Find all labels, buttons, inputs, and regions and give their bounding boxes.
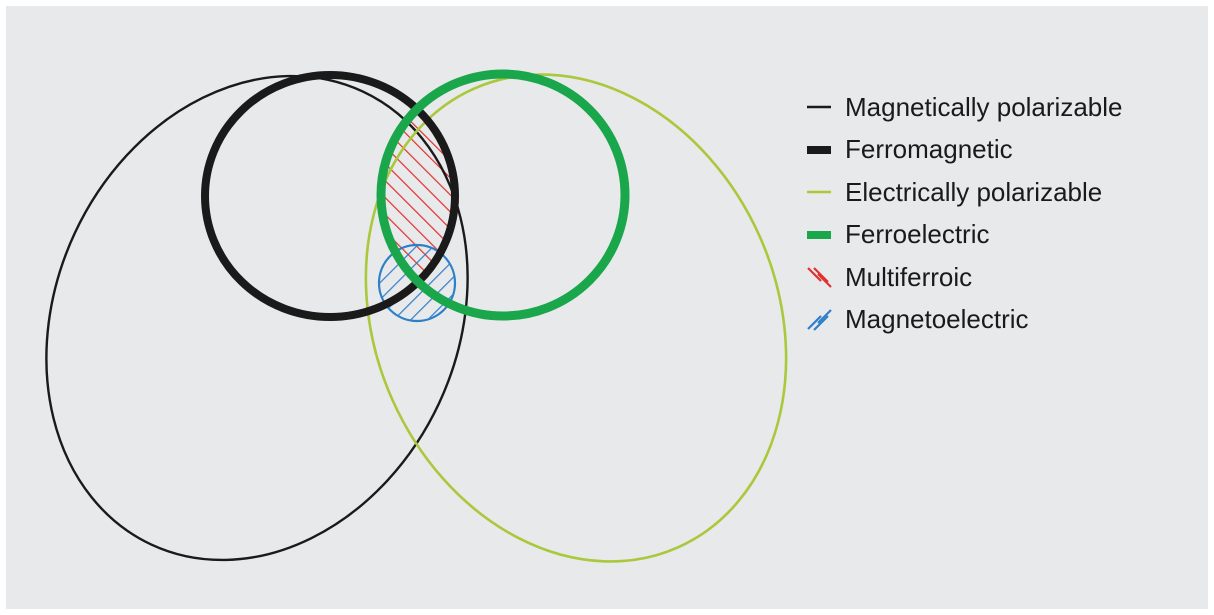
thick-line-icon: [804, 223, 834, 247]
legend-label: Multiferroic: [845, 261, 973, 292]
legend: Magnetically polarizable Ferromagnetic E…: [804, 86, 1204, 341]
thin-line-icon: [804, 95, 834, 119]
legend-label: Ferromagnetic: [845, 134, 1013, 165]
magnetically-polarizable-ellipse: [45, 74, 469, 562]
ferromagnetic-circle: [201, 71, 459, 321]
backslash-hatch-icon: [804, 265, 834, 289]
legend-item-multiferroic: Multiferroic: [804, 256, 1204, 299]
legend-item-ferromagnetic: Ferromagnetic: [804, 129, 1204, 172]
diagram-panel: [6, 6, 1208, 609]
legend-item-magnetically-polarizable: Magnetically polarizable: [804, 86, 1204, 129]
legend-label: Electrically polarizable: [845, 176, 1103, 207]
slash-hatch-icon: [804, 308, 834, 332]
ferroelectric-circle: [376, 69, 630, 321]
legend-label: Ferroelectric: [845, 219, 990, 250]
legend-item-magnetoelectric: Magnetoelectric: [804, 299, 1204, 342]
legend-label: Magnetically polarizable: [845, 91, 1123, 122]
legend-item-electrically-polarizable: Electrically polarizable: [804, 171, 1204, 214]
legend-label: Magnetoelectric: [845, 304, 1029, 335]
thin-line-icon: [804, 180, 834, 204]
electrically-polarizable-ellipse: [364, 73, 788, 563]
thick-line-icon: [804, 138, 834, 162]
legend-item-ferroelectric: Ferroelectric: [804, 214, 1204, 257]
